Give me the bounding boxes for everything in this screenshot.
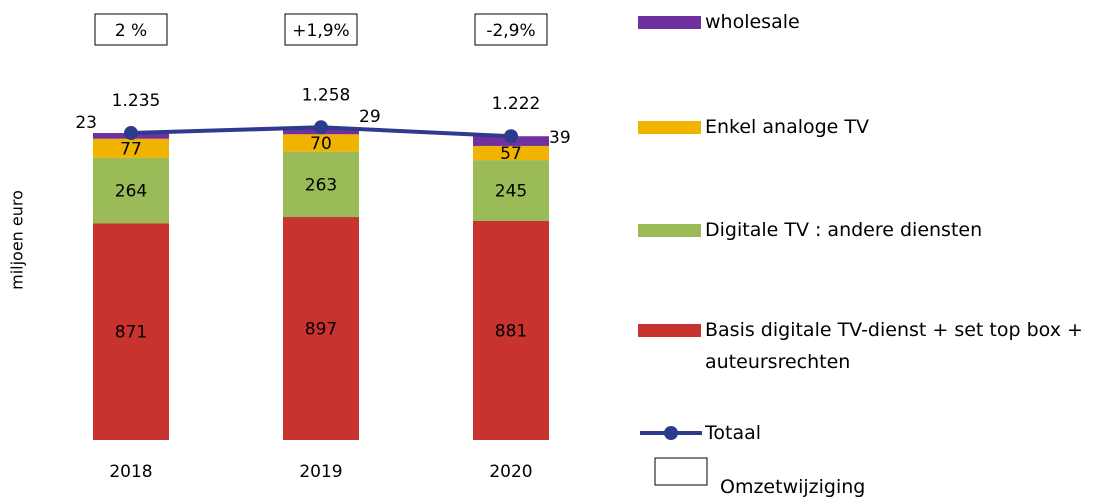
legend-swatch [638,121,701,134]
bar-segment [93,157,169,224]
data-label: 29 [359,107,381,127]
annotation-box [474,13,548,46]
legend-label: Digitale TV : andere diensten [705,219,983,241]
total-marker [314,120,328,135]
data-label: 57 [500,144,522,164]
annotation: -2,9% [486,21,535,41]
bar-segment [283,217,359,440]
legend-label: Omzetwijziging [720,476,866,498]
data-label: 871 [115,323,147,343]
annotation-box [284,13,358,46]
bar-segment [93,223,169,440]
bar-segment [473,160,549,222]
bar-segment [473,145,549,161]
legend-label: Totaal [705,422,762,444]
x-tick-label: 2018 [109,462,152,482]
data-label: 897 [305,320,337,340]
legend-swatch [638,16,701,29]
bar-segment [473,221,549,440]
total-label: 1.258 [302,85,351,105]
data-label: 264 [115,182,147,202]
bar-segment [283,151,359,218]
legend-marker [664,426,678,440]
total-label: 1.235 [112,91,161,111]
data-label: 39 [549,128,571,148]
total-marker [124,126,138,141]
legend-label: Basis digitale TV-dienst + set top box +… [705,319,1083,373]
x-tick-label: 2020 [489,462,532,482]
legend-box [654,457,708,486]
data-label: 245 [495,182,527,202]
data-label: 70 [310,134,332,154]
data-label: 263 [305,175,337,195]
y-axis-label: miljoen euro [8,190,27,290]
legend-swatch [638,324,701,337]
annotation: 2 % [115,21,147,41]
x-tick-label: 2019 [299,462,342,482]
annotation-box [94,13,168,46]
total-marker [504,129,518,144]
legend-swatch [638,224,701,237]
bar-segment [283,134,359,152]
data-label: 23 [75,113,97,133]
data-label: 77 [120,139,142,159]
total-label: 1.222 [492,94,541,114]
legend-label: wholesale [705,11,800,33]
bar-segment [93,138,169,158]
annotation: +1,9% [292,21,349,41]
data-label: 881 [495,322,527,342]
legend-label: Enkel analoge TV [705,116,870,138]
